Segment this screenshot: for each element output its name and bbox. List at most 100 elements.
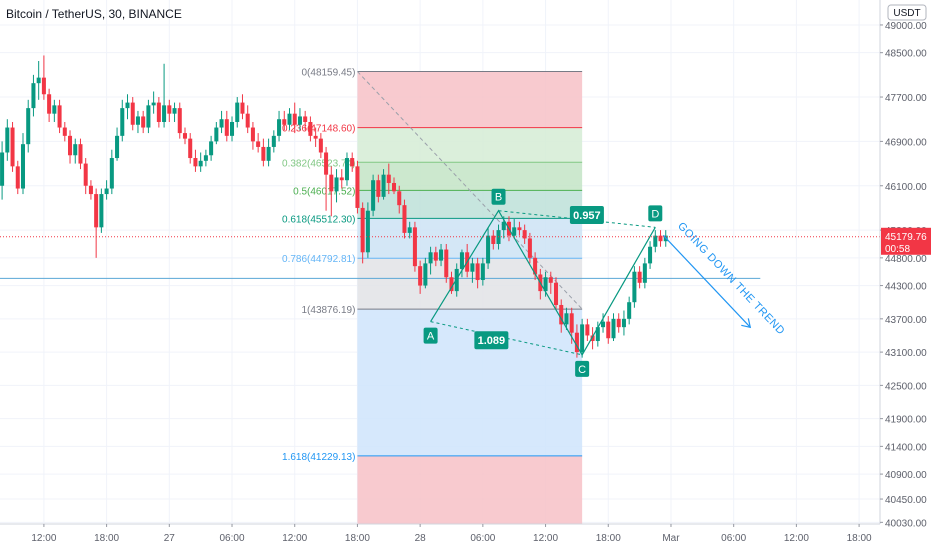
fibonacci-retracement: 0(48159.45) 0.236(47148.60) 0.382(46523.74… bbox=[282, 68, 583, 524]
currency-label: USDT bbox=[893, 8, 920, 19]
fib-level-label: 0.786(44792.81) bbox=[282, 254, 355, 265]
candle-body bbox=[308, 121, 313, 136]
candle-body bbox=[167, 105, 172, 114]
price-tick-label: 41400.00 bbox=[885, 442, 927, 453]
candle-body bbox=[99, 194, 104, 228]
candle-body bbox=[350, 158, 355, 167]
candle-body bbox=[334, 177, 339, 192]
ratio-ab-label: 1.089 bbox=[478, 335, 506, 347]
candle-body bbox=[125, 102, 130, 109]
candle-body bbox=[5, 127, 10, 153]
candle-body bbox=[151, 102, 156, 106]
candle-body bbox=[266, 146, 271, 161]
fib-zone bbox=[357, 218, 583, 259]
trend-arrow bbox=[662, 234, 751, 328]
candle-body bbox=[203, 155, 208, 161]
fib-zone bbox=[357, 190, 583, 219]
price-tick-label: 41900.00 bbox=[885, 415, 927, 426]
candle-body bbox=[491, 235, 496, 244]
abcd-pattern-line bbox=[430, 209, 656, 357]
price-tick-label: 40900.00 bbox=[885, 470, 927, 481]
currency-badge bbox=[887, 4, 927, 21]
candle-body bbox=[344, 158, 349, 181]
candle-body bbox=[517, 227, 522, 231]
candle-body bbox=[376, 180, 381, 197]
abcd-pattern: A B C D 1.089 0.957 bbox=[423, 188, 663, 377]
time-tick-label: 12:00 bbox=[282, 533, 307, 544]
time-tick-label: 18:00 bbox=[345, 533, 370, 544]
candle-body bbox=[318, 138, 323, 153]
fib-level-label: 0.382(46523.74) bbox=[282, 158, 355, 169]
candle-body bbox=[292, 113, 297, 125]
candle-body bbox=[418, 266, 423, 286]
candle-body bbox=[475, 263, 480, 281]
candle-body bbox=[459, 252, 464, 269]
candle-body bbox=[449, 277, 454, 292]
price-tick-label: 40030.00 bbox=[885, 518, 927, 529]
price-tick-label: 40450.00 bbox=[885, 495, 927, 506]
candle-body bbox=[188, 138, 193, 159]
candle-body bbox=[277, 119, 282, 136]
candle-body bbox=[156, 102, 161, 122]
abcd-point-marker bbox=[648, 205, 663, 222]
candle-body bbox=[606, 321, 611, 339]
abcd-ac-dashed-line bbox=[430, 321, 583, 356]
candle-body bbox=[559, 304, 564, 325]
candle-body bbox=[47, 94, 52, 114]
candle-body bbox=[209, 141, 214, 156]
candle-body bbox=[235, 102, 240, 122]
chart-title: Bitcoin / TetherUS, 30, BINANCE bbox=[6, 7, 182, 21]
candle-body bbox=[407, 227, 412, 233]
candle-body bbox=[10, 127, 15, 167]
candle-body bbox=[120, 108, 125, 136]
candle-body bbox=[574, 332, 579, 353]
candle-body bbox=[57, 105, 62, 128]
candle-body bbox=[324, 152, 329, 175]
candle-body bbox=[522, 230, 527, 239]
time-tick-label: 12:00 bbox=[31, 533, 56, 544]
candle-body bbox=[642, 263, 647, 283]
time-tick-label: Mar bbox=[662, 533, 680, 544]
time-tick-label: 06:00 bbox=[220, 533, 245, 544]
candle-body bbox=[52, 105, 57, 114]
candle-body bbox=[365, 210, 370, 253]
candle-body bbox=[611, 318, 616, 339]
candle-body bbox=[297, 116, 302, 125]
candle-body bbox=[41, 77, 46, 95]
candle-body bbox=[15, 166, 20, 189]
time-tick-label: 18:00 bbox=[847, 533, 872, 544]
time-axis: 12:00 18:00 27 06:00 12:00 18:00 28 06:00 12:00 1… bbox=[0, 523, 880, 550]
candle-body bbox=[360, 207, 365, 253]
time-tick-label: 18:00 bbox=[94, 533, 119, 544]
abcd-point-label: B bbox=[495, 192, 502, 204]
candle-body bbox=[329, 174, 334, 192]
candle-body bbox=[653, 235, 658, 247]
candle-body bbox=[433, 252, 438, 261]
price-tick-label: 42500.00 bbox=[885, 381, 927, 392]
candle-body bbox=[115, 135, 120, 159]
candle-body bbox=[580, 324, 585, 353]
candle-body bbox=[287, 113, 292, 125]
price-tick-label: 44300.00 bbox=[885, 282, 927, 293]
candle-body bbox=[182, 133, 188, 139]
ratio-bc-label: 0.957 bbox=[573, 210, 601, 222]
abcd-point-marker bbox=[423, 327, 438, 344]
candle-body bbox=[68, 135, 73, 156]
candle-body bbox=[616, 318, 621, 328]
abcd-point-label: C bbox=[578, 364, 586, 376]
candle-body bbox=[355, 166, 360, 208]
fib-zone bbox=[357, 258, 583, 310]
abcd-point-marker bbox=[575, 360, 590, 377]
price-tick-label: 44800.00 bbox=[885, 254, 927, 265]
candle-body bbox=[36, 77, 41, 84]
candle-body bbox=[386, 174, 391, 183]
price-tick-label: 46100.00 bbox=[885, 182, 927, 193]
abcd-point-marker bbox=[491, 188, 506, 205]
candle-body bbox=[423, 263, 428, 286]
candle-body bbox=[412, 227, 417, 267]
fib-zone bbox=[357, 71, 583, 128]
candle-body bbox=[470, 263, 475, 272]
abcd-point-label: D bbox=[651, 208, 659, 220]
